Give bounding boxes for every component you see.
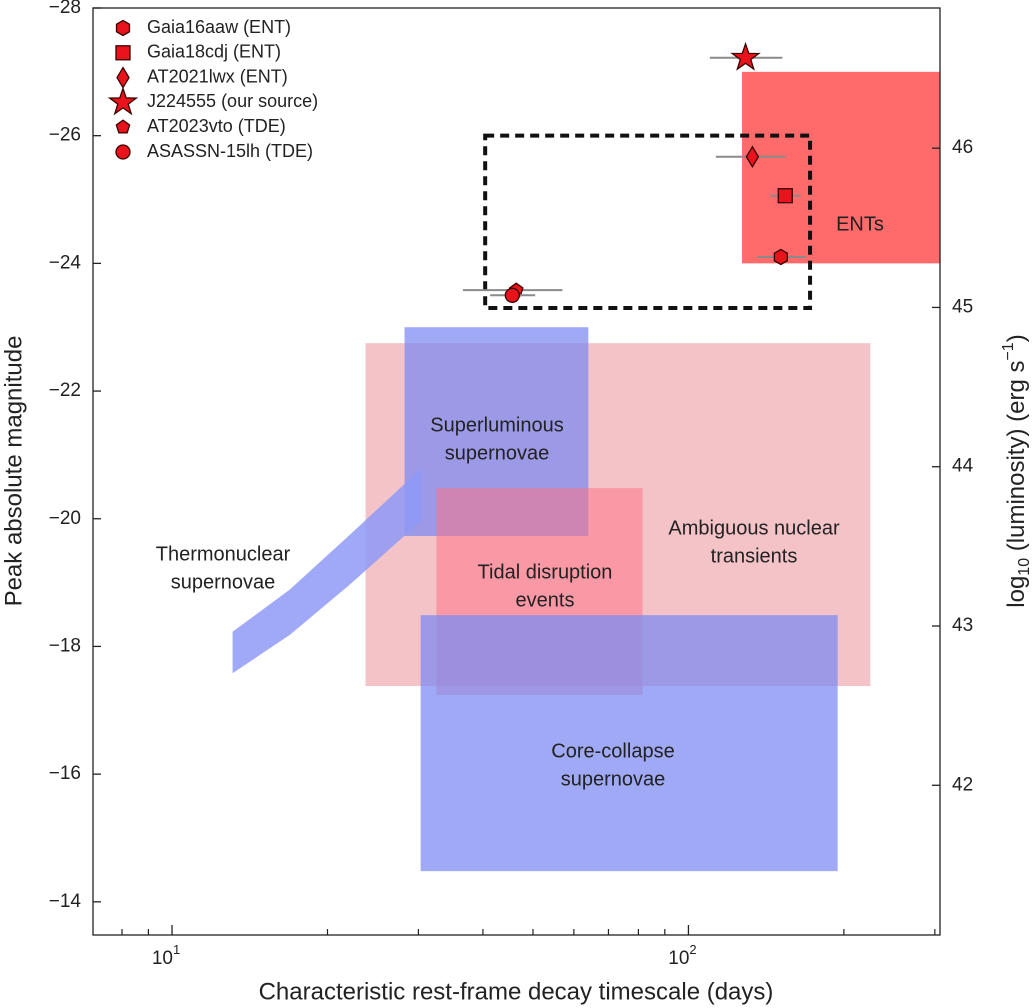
y-tick-label: −16 xyxy=(49,763,81,784)
data-point xyxy=(504,287,520,303)
y-tick-label: −28 xyxy=(49,0,81,18)
legend-marker xyxy=(115,119,131,134)
x-tick-exponent: 1 xyxy=(173,942,180,957)
y-tick-label: −24 xyxy=(49,252,82,273)
x-axis-label: Characteristic rest-frame decay timescal… xyxy=(259,978,774,1005)
region-label: supernovae xyxy=(561,768,666,790)
region xyxy=(742,71,940,264)
highlight-box xyxy=(483,133,813,311)
y2-label-part: ) xyxy=(1003,334,1030,342)
band-region xyxy=(232,467,423,674)
region-label: Tidal disruption xyxy=(478,561,613,583)
legend-label: ASASSN-15lh (TDE) xyxy=(147,141,313,161)
legend-label: J224555 (our source) xyxy=(147,91,318,111)
y2-tick-label: 45 xyxy=(952,296,973,317)
y2-tick-label: 44 xyxy=(952,456,974,477)
legend-marker xyxy=(115,19,131,37)
x-tick-label: 101 xyxy=(152,942,180,969)
y-tick-label: −18 xyxy=(49,635,81,656)
legend-marker xyxy=(116,66,130,89)
y-tick-label: −22 xyxy=(49,380,81,401)
legend-label: Gaia16aaw (ENT) xyxy=(147,17,291,37)
legend-marker xyxy=(107,86,139,116)
region-label: Ambiguous nuclear xyxy=(668,517,840,539)
legend-marker xyxy=(115,144,131,160)
y2-label-part: (luminosity) (erg s xyxy=(1003,361,1030,558)
plot-frame xyxy=(92,7,941,936)
legend-label: Gaia18cdj (ENT) xyxy=(147,42,281,62)
y-tick-label: −26 xyxy=(49,125,81,146)
data-point xyxy=(730,41,761,71)
region-label: events xyxy=(516,589,575,611)
region-label: Thermonuclear xyxy=(156,543,291,565)
region-label: ENTs xyxy=(836,213,884,235)
region-label: supernovae xyxy=(445,442,550,464)
legend-label: AT2021lwx (ENT) xyxy=(147,66,288,86)
y-axis-label: Peak absolute magnitude xyxy=(0,336,27,607)
y2-label-part: 10 xyxy=(1016,558,1032,576)
legend-label: AT2023vto (TDE) xyxy=(147,116,286,136)
y2-tick-label: 46 xyxy=(952,137,973,158)
region-label: transients xyxy=(711,545,798,567)
data-point xyxy=(773,248,789,266)
x-tick-label: 102 xyxy=(668,942,696,969)
x-tick-exponent: 2 xyxy=(689,942,696,957)
y2-axis-label: log10 (luminosity) (erg s−1) xyxy=(1000,334,1032,607)
y2-label-part: log xyxy=(1003,576,1030,608)
data-point xyxy=(745,145,760,169)
region-label: Core-collapse xyxy=(551,740,674,762)
region-label: Superluminous xyxy=(430,414,563,436)
y2-label-part: −1 xyxy=(1000,342,1017,360)
y2-tick-label: 43 xyxy=(952,615,973,636)
y2-tick-label: 42 xyxy=(952,774,973,795)
legend-marker xyxy=(115,45,131,61)
data-point xyxy=(777,188,793,204)
region-label: supernovae xyxy=(171,571,276,593)
region xyxy=(420,615,838,872)
y-tick-label: −20 xyxy=(49,508,81,529)
y-tick-label: −14 xyxy=(49,891,82,912)
